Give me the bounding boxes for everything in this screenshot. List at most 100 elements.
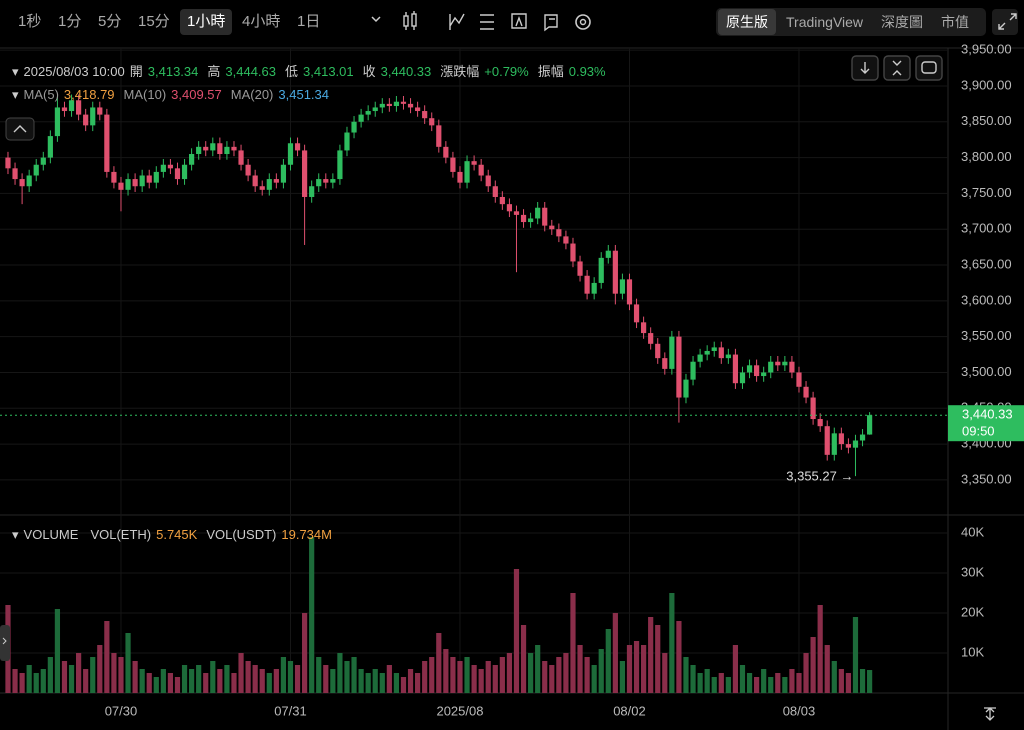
volume-bar (626, 645, 633, 693)
interval-tab[interactable]: 5分 (98, 13, 122, 30)
candle-body (259, 186, 265, 190)
candle-body (591, 282, 597, 294)
y-tick-label: 3,850.00 (961, 113, 1012, 128)
y-tick-label: 3,550.00 (961, 328, 1012, 343)
candle-body (224, 146, 230, 155)
volume-bar (725, 677, 731, 693)
volume-bar (761, 669, 767, 693)
field-label: 高 (207, 64, 221, 79)
volume-bar (810, 637, 816, 693)
interval-tab[interactable]: 15分 (138, 13, 170, 30)
view-tab[interactable]: 原生版 (718, 9, 776, 35)
volume-bar (831, 661, 837, 693)
candle-body (739, 372, 746, 384)
marks (0, 94, 948, 693)
candle-body (457, 171, 463, 183)
volume-bar (189, 669, 195, 693)
interval-tab[interactable]: 1分 (58, 13, 82, 30)
volume-tick-label: 10K (961, 644, 984, 659)
side-handle[interactable] (0, 625, 10, 661)
vol-value: 5.745K (156, 527, 198, 542)
interval-tab[interactable]: 1日 (297, 13, 321, 30)
collapse-button[interactable] (5, 117, 35, 141)
volume-bar (111, 653, 117, 693)
ma-value: 3,451.34 (278, 87, 329, 102)
volume-bar (181, 665, 188, 693)
volume-bar (365, 673, 371, 693)
view-tab[interactable]: 市值 (941, 14, 970, 30)
volume-bar (563, 653, 569, 693)
volume-bar (817, 605, 823, 693)
candle-body (754, 365, 760, 377)
ohlc-info: ▾ 2025/08/03 10:00 開 3,413.34 高 3,444.63 低 3,41… (12, 61, 615, 80)
candle-body (344, 132, 350, 151)
volume-bar (344, 661, 350, 693)
chevron[interactable] (371, 16, 381, 23)
volume-bar (47, 657, 53, 693)
candle-body (506, 204, 513, 212)
field-value: +0.79% (484, 64, 529, 79)
candle-body (528, 218, 534, 223)
volume-bar (224, 665, 230, 693)
y-tick-label: 3,600.00 (961, 292, 1012, 307)
interval-tab[interactable]: 1小時 (180, 9, 233, 35)
candle-body (358, 114, 364, 122)
volume-bar (266, 673, 272, 693)
volume-bar (775, 673, 781, 693)
volume-info: ▾ VOLUME VOL(ETH) 5.745K VOL(USDT) 19.734M (12, 527, 341, 543)
volume-bar (330, 669, 336, 693)
volume-bar (358, 669, 364, 693)
candle-body (415, 107, 421, 112)
candle-body (33, 164, 39, 176)
candle-body (203, 146, 209, 151)
candle-body (238, 150, 244, 165)
settings-icon[interactable] (575, 14, 591, 30)
indicator-icon[interactable] (449, 13, 465, 30)
last-price-tag (948, 405, 1024, 442)
volume-bar (90, 657, 96, 693)
candle-body (761, 372, 767, 377)
volume-bar (676, 621, 682, 693)
volume-bar (337, 653, 343, 693)
volume-bar (570, 593, 576, 693)
candle-body (556, 229, 562, 237)
view-tab[interactable]: 深度圖 (881, 14, 924, 30)
candle-body (47, 136, 53, 158)
y-tick-label: 3,700.00 (961, 221, 1012, 236)
interval-tab[interactable]: 4小時 (242, 13, 281, 30)
chart-type-icon[interactable] (403, 11, 417, 30)
candle-body (655, 343, 661, 359)
volume-bar (436, 633, 442, 693)
axis-scale-icon[interactable] (984, 707, 996, 721)
candle-body (570, 243, 576, 262)
volume-bar (83, 669, 89, 693)
view-tab[interactable]: TradingView (786, 14, 864, 30)
settings-icon (579, 18, 587, 26)
note-icon[interactable] (544, 14, 558, 32)
candle-body (68, 100, 75, 112)
volume-bar (372, 669, 378, 693)
volume-bar (513, 569, 520, 693)
volume-bar (492, 665, 498, 693)
volume-bar (648, 617, 654, 693)
formula-icon[interactable] (511, 13, 527, 29)
volume-bar (754, 677, 760, 693)
volume-bar (499, 657, 505, 693)
volume-bar (619, 661, 626, 693)
candle-body (584, 275, 590, 294)
candle-body (181, 164, 188, 180)
x-tick-label: 2025/08 (436, 703, 483, 718)
menu-icon[interactable] (480, 14, 494, 30)
candle-body (831, 433, 837, 455)
candle-body (718, 347, 724, 359)
interval-tab[interactable]: 1秒 (18, 13, 42, 30)
volume-bar (718, 673, 724, 693)
volume-tick-label: 20K (961, 604, 984, 619)
chart-buttons[interactable] (851, 55, 943, 81)
volume-bar (528, 653, 534, 693)
candle-body (104, 114, 110, 172)
volume-bar (739, 665, 746, 693)
fullscreen-icon[interactable] (992, 9, 1018, 35)
candle-body (478, 164, 484, 176)
